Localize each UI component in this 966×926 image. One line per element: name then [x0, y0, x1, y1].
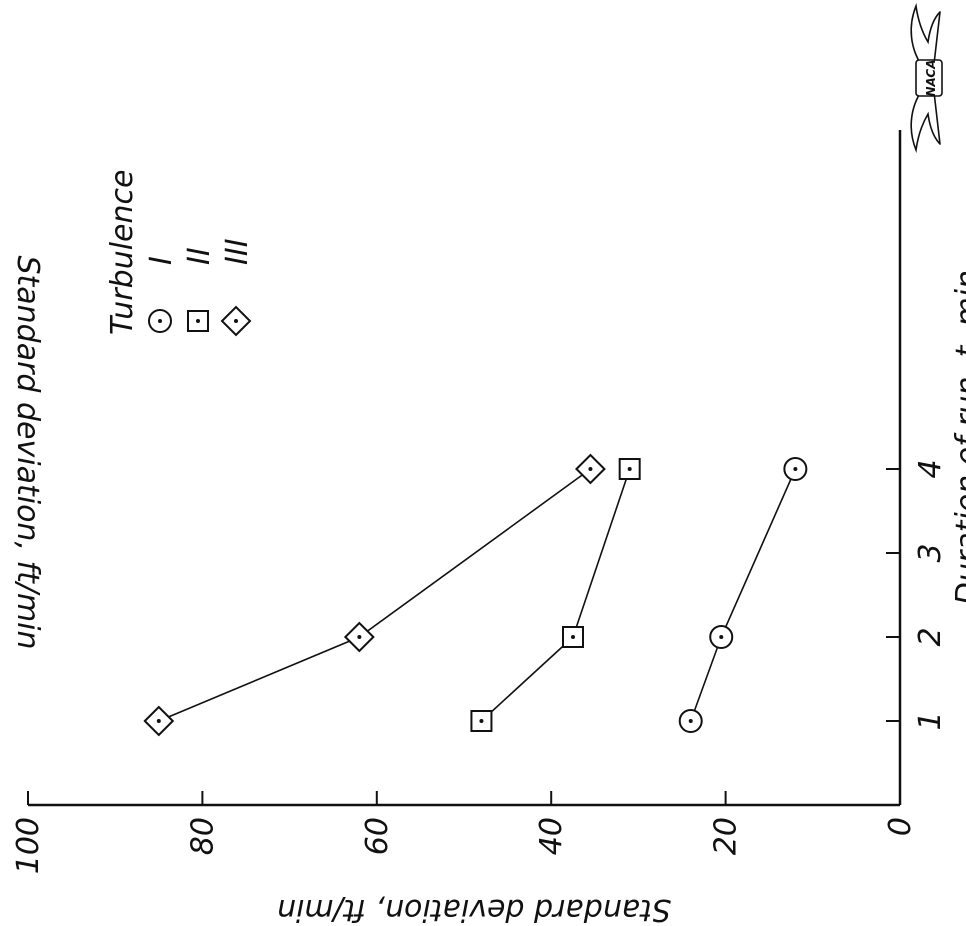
series-I-point: [678, 709, 703, 733]
series-II-point: [562, 626, 584, 648]
series-III-line: [158, 468, 591, 722]
y-axis-label: Standard deviation, ft/min: [277, 892, 671, 926]
legend-marker-I: [148, 309, 172, 333]
series-II-point: [470, 710, 493, 732]
plot-area: 1 2 3 4 0 20 40 60 80 100: [11, 130, 948, 874]
legend-label: I: [144, 256, 179, 265]
naca-logo: NACA: [910, 2, 943, 154]
x-tick-label: 1: [913, 711, 948, 730]
y-ticks: 0 20 40 60 80 100: [11, 791, 918, 874]
series-layer: [143, 453, 808, 737]
legend-items: I II III: [144, 238, 255, 337]
y-tick-label: 40: [534, 817, 569, 855]
naca-text: NACA: [924, 59, 938, 96]
x-tick-label: 3: [913, 543, 948, 562]
legend-title: Turbulence: [105, 170, 140, 335]
y-tick-label: 20: [709, 817, 744, 855]
naca-left-wing: [910, 89, 942, 154]
x-ticks: 1 2 3 4: [886, 459, 948, 731]
legend-label: III: [220, 238, 255, 265]
y-tick-label: 100: [11, 817, 46, 874]
x-tick-label: 4: [913, 459, 948, 478]
x-axis-label: Duration of run, t, min: [950, 270, 966, 605]
legend: Turbulence I II III: [105, 170, 255, 337]
y-tick-label: 80: [185, 817, 220, 855]
legend-marker-III: [220, 305, 252, 337]
x-tick-label: 2: [913, 627, 948, 646]
y-tick-label: 60: [360, 817, 395, 855]
series-II-line: [480, 468, 631, 722]
series-I-point: [709, 625, 734, 649]
series-III-point: [343, 621, 375, 653]
series-III-point: [143, 705, 175, 737]
series-I-line: [689, 468, 797, 722]
legend-label: II: [182, 247, 217, 265]
naca-shield: [915, 59, 943, 97]
top-ylabel: Standard deviation, ft/min: [10, 255, 45, 649]
legend-marker-II: [187, 310, 209, 332]
series-II-point: [618, 458, 641, 480]
series-III-point: [575, 453, 606, 485]
rotated-plot-group: 1 2 3 4 0 20 40 60 80 100 Duration of run, t, mi…: [10, 130, 966, 926]
y-tick-label: 0: [883, 817, 918, 836]
naca-right-wing: [910, 2, 942, 67]
series-I-point: [783, 457, 808, 481]
